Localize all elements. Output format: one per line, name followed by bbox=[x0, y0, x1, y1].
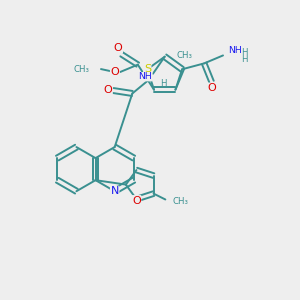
Text: O: O bbox=[103, 85, 112, 95]
Text: O: O bbox=[114, 43, 122, 53]
Text: O: O bbox=[110, 67, 119, 77]
Text: H: H bbox=[241, 48, 247, 57]
Text: H: H bbox=[160, 79, 166, 88]
Text: N: N bbox=[110, 186, 119, 196]
Text: CH₃: CH₃ bbox=[74, 64, 90, 74]
Text: CH₃: CH₃ bbox=[176, 51, 192, 60]
Text: H: H bbox=[241, 56, 247, 64]
Text: NH: NH bbox=[139, 72, 152, 81]
Text: O: O bbox=[132, 196, 141, 206]
Text: O: O bbox=[207, 83, 216, 93]
Text: NH: NH bbox=[228, 46, 242, 55]
Text: CH₃: CH₃ bbox=[173, 197, 189, 206]
Text: S: S bbox=[144, 64, 151, 74]
